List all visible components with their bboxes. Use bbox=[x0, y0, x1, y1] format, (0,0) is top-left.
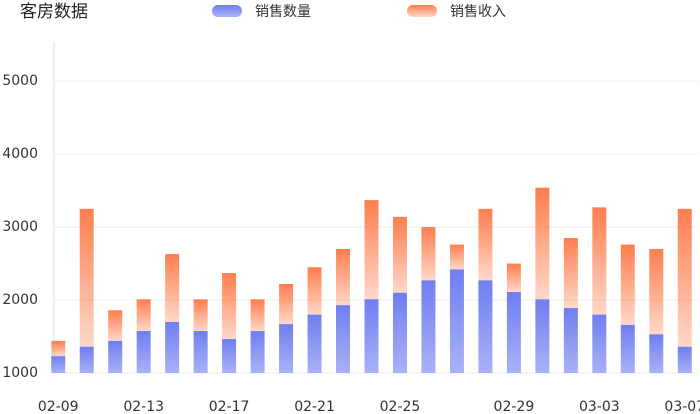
x-tick-label: 02-29 bbox=[494, 399, 535, 414]
y-tick-label: 2000 bbox=[2, 292, 38, 308]
legend-swatch bbox=[407, 5, 437, 17]
bar-segment bbox=[563, 308, 578, 373]
bar-segment bbox=[506, 292, 521, 373]
bar-segment bbox=[307, 267, 322, 315]
x-tick-label: 03-03 bbox=[579, 399, 620, 414]
bar-segment bbox=[51, 340, 66, 357]
bar-segment bbox=[478, 280, 493, 373]
bar-segment bbox=[336, 305, 351, 373]
x-tick-label: 02-21 bbox=[294, 399, 335, 414]
bar-segment bbox=[620, 244, 635, 325]
x-tick-label: 02-25 bbox=[380, 399, 421, 414]
bar-segment bbox=[108, 310, 123, 341]
bar-segment bbox=[279, 283, 294, 325]
bar-segment bbox=[392, 216, 407, 293]
x-tick-label: 02-09 bbox=[38, 399, 79, 414]
legend-label: 销售收入 bbox=[450, 4, 506, 20]
bar-segment bbox=[250, 299, 265, 332]
legend-swatch bbox=[212, 5, 242, 17]
bar-segment bbox=[136, 331, 151, 373]
bar-segment bbox=[677, 208, 692, 347]
x-tick-label: 03-07 bbox=[664, 399, 700, 414]
bar-segment bbox=[620, 324, 635, 373]
bar-segment bbox=[364, 200, 379, 300]
bar-segment bbox=[421, 280, 436, 373]
bar-segment bbox=[165, 254, 180, 322]
bar-segment bbox=[677, 346, 692, 373]
bar-segment bbox=[222, 339, 237, 373]
bar-segment bbox=[193, 299, 208, 332]
y-tick-label: 4000 bbox=[2, 146, 38, 162]
bar-segment bbox=[449, 244, 464, 270]
bar-segment bbox=[592, 314, 607, 373]
bar-segment bbox=[392, 292, 407, 373]
bar-segment bbox=[193, 331, 208, 373]
bar-segment bbox=[79, 346, 94, 373]
bar-segment bbox=[222, 273, 237, 340]
bar-segment bbox=[478, 208, 493, 281]
bar-segment bbox=[449, 269, 464, 373]
y-tick-label: 3000 bbox=[2, 219, 38, 235]
x-tick-label: 02-17 bbox=[209, 399, 250, 414]
bar-segment bbox=[250, 331, 265, 373]
bar-segment bbox=[336, 248, 351, 306]
bar-segment bbox=[79, 208, 94, 347]
x-tick-label: 02-13 bbox=[123, 399, 164, 414]
bar-segment bbox=[51, 356, 66, 373]
bar-segment bbox=[649, 334, 664, 373]
bar-segment bbox=[307, 314, 322, 373]
bar-segment bbox=[136, 299, 151, 332]
bar-segment bbox=[563, 238, 578, 309]
bar-segment bbox=[592, 207, 607, 315]
bar-segment bbox=[108, 340, 123, 373]
bar-segment bbox=[279, 324, 294, 373]
legend-label: 销售数量 bbox=[255, 4, 311, 20]
bar-segment bbox=[364, 299, 379, 373]
bar-segment bbox=[535, 187, 550, 300]
bar-segment bbox=[649, 248, 664, 335]
bar-segment bbox=[535, 299, 550, 373]
bar-segment bbox=[421, 227, 436, 281]
chart-title: 客房数据 bbox=[20, 2, 88, 22]
y-tick-label: 5000 bbox=[2, 73, 38, 89]
y-tick-label: 1000 bbox=[2, 365, 38, 381]
bar-segment bbox=[165, 321, 180, 373]
bar-segment bbox=[506, 263, 521, 293]
